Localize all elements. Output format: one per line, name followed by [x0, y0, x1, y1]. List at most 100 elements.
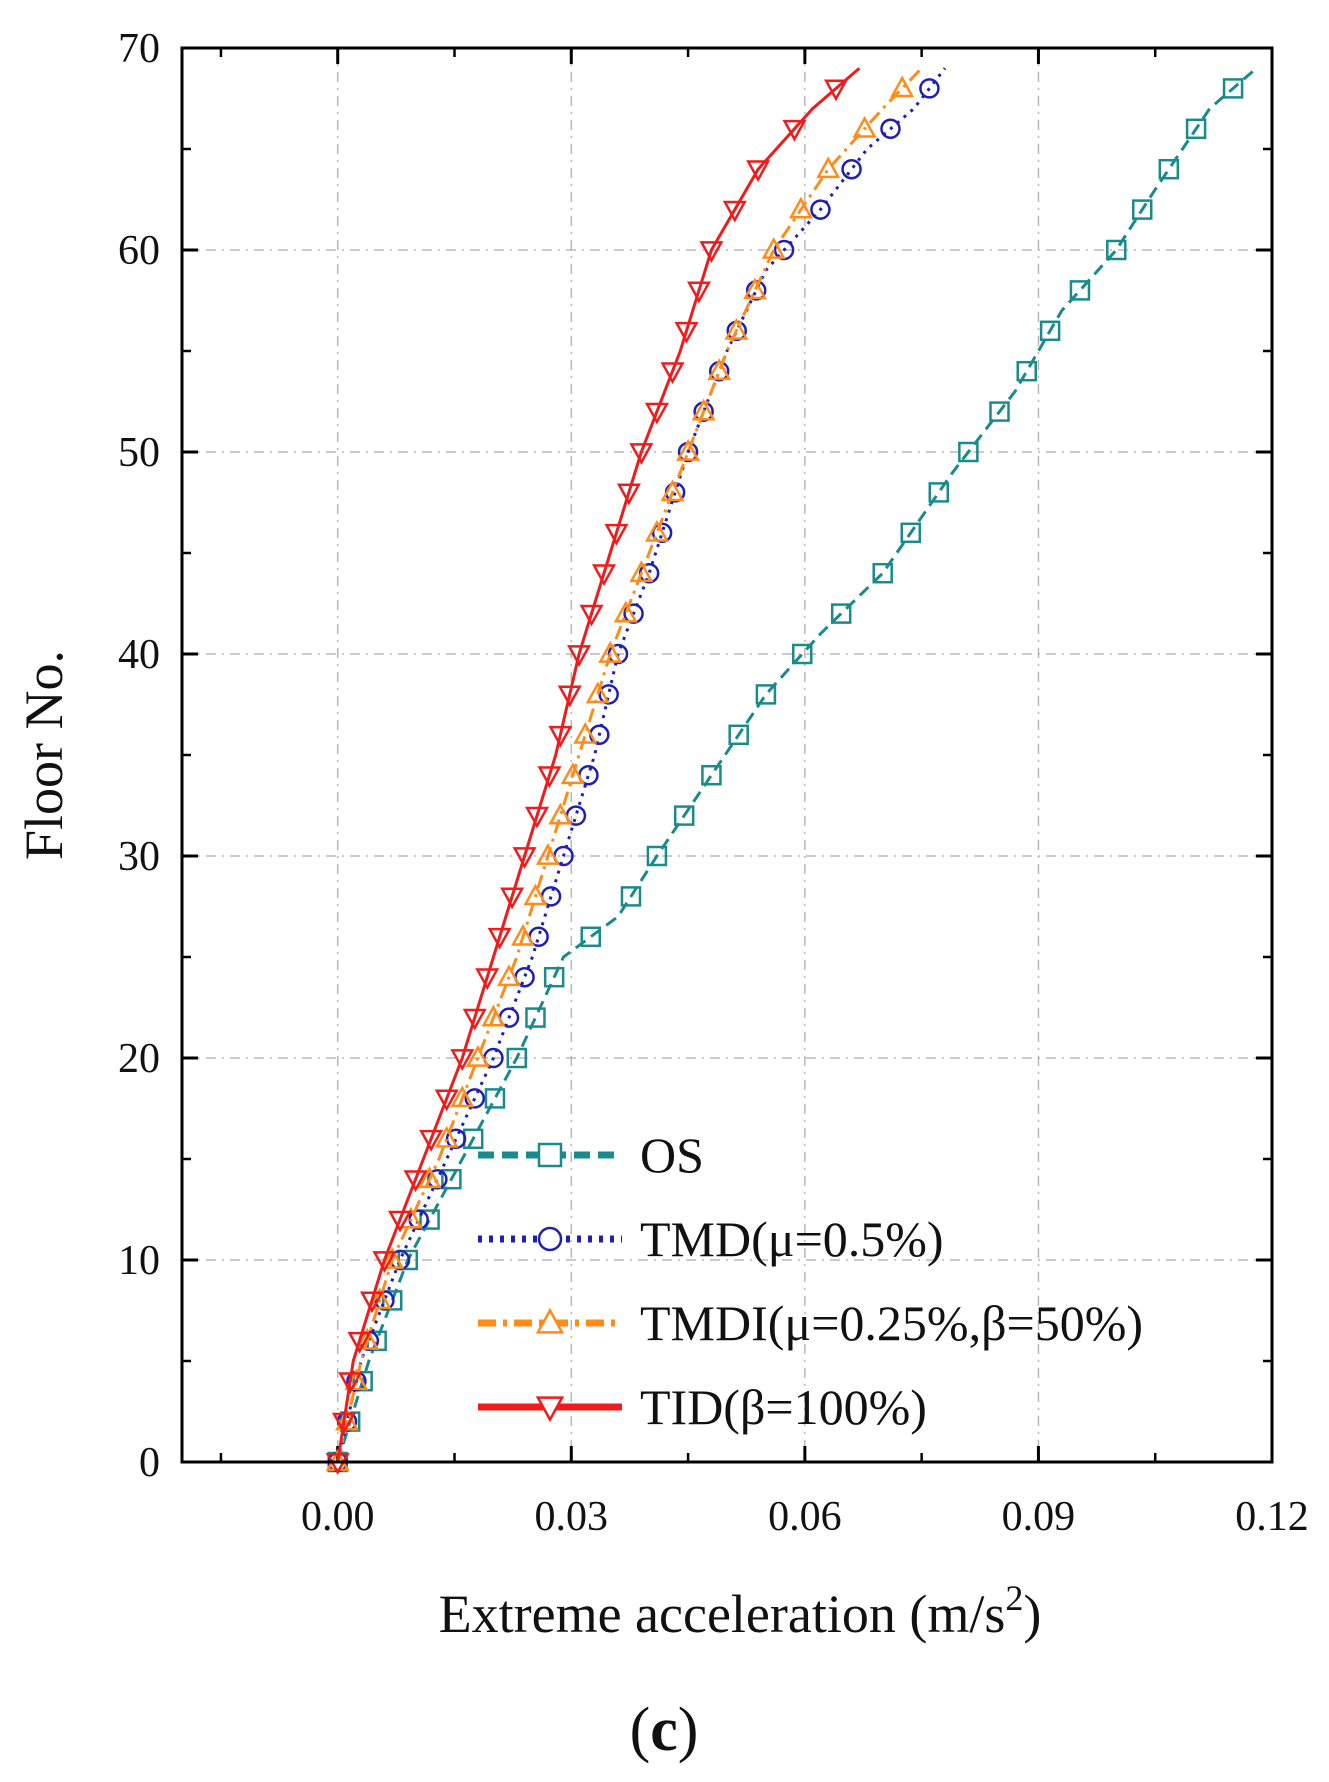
- x-tick-label: 0.12: [1235, 1494, 1309, 1540]
- data-point: [830, 603, 852, 624]
- x-tick-label: 0.00: [301, 1494, 375, 1540]
- data-point: [958, 441, 979, 463]
- legend-label: TMDI(μ=0.25%,β=50%): [640, 1295, 1143, 1351]
- plot-frame: [180, 46, 1274, 1464]
- data-point: [623, 603, 644, 624]
- y-tick-label: 70: [118, 26, 160, 72]
- data-point: [484, 1088, 506, 1109]
- data-point: [646, 845, 668, 867]
- data-point: [810, 199, 831, 220]
- data-point: [450, 1085, 475, 1108]
- data-point: [644, 402, 669, 425]
- legend-marker: [537, 1226, 563, 1252]
- data-point: [872, 562, 893, 584]
- legend-entry: TID(β=100%): [478, 1379, 927, 1435]
- data-point: [573, 721, 598, 744]
- data-point: [548, 802, 573, 825]
- data-point: [823, 79, 849, 102]
- data-point: [523, 883, 548, 906]
- data-point: [1039, 320, 1061, 342]
- data-point: [525, 1007, 546, 1028]
- data-point: [352, 1370, 373, 1392]
- data-point: [347, 1331, 372, 1354]
- data-point: [852, 115, 877, 138]
- data-point: [880, 118, 901, 140]
- data-point: [434, 1125, 459, 1148]
- legend-marker: [537, 1142, 563, 1168]
- data-point: [629, 443, 654, 465]
- data-point: [380, 1247, 405, 1269]
- data-point: [535, 843, 560, 865]
- data-point: [500, 887, 525, 910]
- data-point: [387, 1210, 413, 1233]
- data-point: [1185, 118, 1207, 140]
- data-point: [355, 1327, 380, 1350]
- data-point: [989, 401, 1010, 422]
- y-tick-labels: 0 10 20 30 40 50 60 70: [118, 26, 160, 1486]
- data-point: [1158, 158, 1180, 180]
- legend-label: TID(β=100%): [640, 1379, 927, 1435]
- data-point: [475, 968, 500, 991]
- x-tick-labels: 0.00 0.03 0.06 0.09 0.12: [301, 1494, 1309, 1540]
- data-point: [335, 1408, 360, 1431]
- data-point: [591, 564, 616, 587]
- data-point: [761, 237, 786, 259]
- data-point: [462, 1008, 487, 1031]
- data-point: [464, 1088, 485, 1109]
- x-tick-label: 0.06: [768, 1494, 842, 1540]
- panel-label: (c): [630, 1696, 699, 1764]
- data-point: [548, 725, 573, 748]
- panel-label-open: (: [630, 1696, 651, 1764]
- data-point: [816, 156, 841, 179]
- data-point: [487, 927, 512, 950]
- data-point: [419, 1209, 440, 1230]
- data-point: [699, 241, 724, 263]
- series-line: [336, 67, 923, 1463]
- data-point: [782, 119, 807, 142]
- legend-marker: [535, 1396, 565, 1423]
- data-point: [773, 239, 795, 261]
- data-point: [543, 966, 565, 988]
- data-point: [1016, 360, 1037, 382]
- data-point: [788, 196, 813, 219]
- data-point: [651, 522, 673, 544]
- data-point: [604, 523, 629, 546]
- data-point: [900, 522, 921, 544]
- data-point: [1222, 78, 1244, 99]
- legend-label: TMD(μ=0.5%): [640, 1211, 944, 1267]
- data-point: [673, 805, 695, 826]
- data-point: [525, 806, 550, 829]
- data-point: [707, 358, 732, 381]
- data-point: [701, 764, 722, 786]
- data-point: [481, 1004, 506, 1027]
- data-point: [613, 600, 638, 623]
- series-3: [325, 67, 861, 1475]
- data-point: [722, 200, 747, 223]
- legend-entry: TMDI(μ=0.25%,β=50%): [478, 1295, 1143, 1351]
- x-tick-label: 0.09: [1002, 1494, 1076, 1540]
- panel-label-close: ): [678, 1696, 699, 1764]
- data-point: [419, 1129, 444, 1152]
- data-point: [598, 684, 619, 705]
- data-point: [434, 1089, 459, 1112]
- series-line: [336, 67, 861, 1463]
- data-point: [724, 317, 749, 340]
- data-series: [325, 67, 1258, 1475]
- data-point: [928, 482, 950, 503]
- data-point: [792, 643, 813, 665]
- data-point: [660, 362, 685, 385]
- data-point: [585, 681, 610, 704]
- data-point: [512, 847, 537, 869]
- data-point: [372, 1251, 397, 1273]
- data-point: [728, 724, 749, 746]
- data-point: [465, 1045, 490, 1067]
- data-point: [338, 1372, 363, 1395]
- x-axis-title: Extreme acceleration (m/s2): [439, 1578, 1042, 1644]
- series-line: [336, 67, 947, 1463]
- x-axis-title-close: ): [1023, 1584, 1041, 1644]
- data-point: [367, 1287, 392, 1310]
- data-point: [743, 277, 768, 300]
- data-point: [450, 1049, 475, 1071]
